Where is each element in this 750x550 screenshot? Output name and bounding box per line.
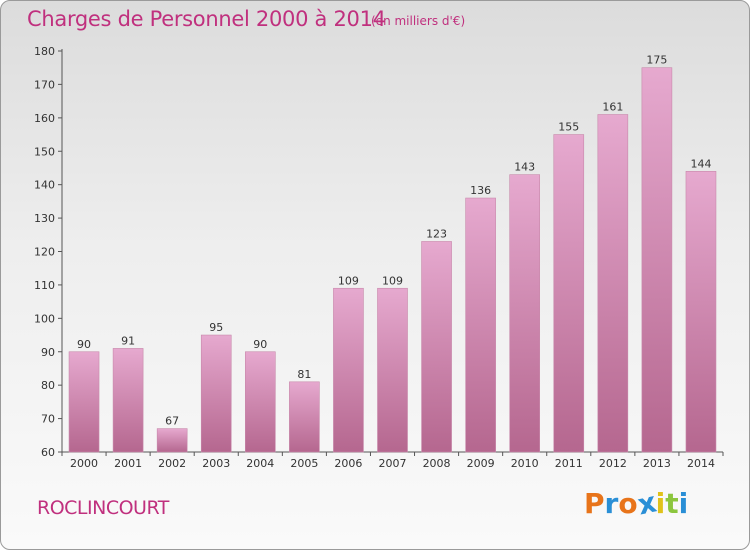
x-tick-label-2013: 2013 bbox=[643, 457, 671, 470]
value-label-2013: 175 bbox=[646, 54, 667, 67]
bar-2014 bbox=[685, 171, 717, 453]
x-tick-label-2010: 2010 bbox=[511, 457, 539, 470]
x-tick-label-2004: 2004 bbox=[246, 457, 274, 470]
bar-2004 bbox=[245, 351, 276, 453]
value-label-2000: 90 bbox=[77, 338, 91, 351]
value-label-2009: 136 bbox=[470, 184, 491, 197]
x-tick-label-2001: 2001 bbox=[114, 457, 142, 470]
y-tick-label: 160 bbox=[34, 112, 55, 125]
value-label-2014: 144 bbox=[690, 157, 711, 170]
bar-2013 bbox=[641, 67, 673, 453]
value-label-2011: 155 bbox=[558, 121, 579, 134]
x-tick-label-2000: 2000 bbox=[70, 457, 98, 470]
y-tick-label: 130 bbox=[34, 212, 55, 225]
bar-2010 bbox=[509, 174, 541, 453]
bar-2002 bbox=[156, 428, 188, 453]
chart-title: Charges de Personnel 2000 à 2014 bbox=[27, 7, 386, 31]
x-tick-label-2012: 2012 bbox=[599, 457, 627, 470]
x-tick-label-2003: 2003 bbox=[202, 457, 230, 470]
bar-2003 bbox=[200, 334, 232, 453]
x-tick-label-2006: 2006 bbox=[334, 457, 362, 470]
x-tick-label-2005: 2005 bbox=[290, 457, 318, 470]
value-label-2005: 81 bbox=[297, 368, 311, 381]
y-tick-label: 170 bbox=[34, 78, 55, 91]
logo-letter: i bbox=[678, 487, 689, 520]
bars: 90 91 67 95 90 81 109 109 123 136 143 155 161 175 144 bbox=[68, 54, 717, 453]
value-label-2012: 161 bbox=[602, 100, 623, 113]
y-tick-label: 150 bbox=[34, 145, 55, 158]
value-label-2002: 67 bbox=[165, 415, 179, 428]
y-tick-label: 180 bbox=[34, 45, 55, 58]
value-label-2008: 123 bbox=[426, 227, 447, 240]
chart-subtitle: (en milliers d'€) bbox=[371, 14, 466, 28]
y-tick-label: 120 bbox=[34, 246, 55, 259]
logo-letter: o bbox=[618, 487, 638, 520]
bar-2001 bbox=[112, 348, 144, 453]
y-tick-label: 110 bbox=[34, 279, 55, 292]
value-label-2003: 95 bbox=[209, 321, 223, 334]
bar-2012 bbox=[597, 114, 629, 453]
x-tick-label-2014: 2014 bbox=[687, 457, 715, 470]
value-label-2001: 91 bbox=[121, 334, 135, 347]
x-tick-label-2009: 2009 bbox=[467, 457, 495, 470]
x-tick-label-2011: 2011 bbox=[555, 457, 583, 470]
logo-letter: i bbox=[655, 487, 666, 520]
y-tick-label: 60 bbox=[41, 446, 55, 459]
logo-letter: t bbox=[665, 487, 679, 520]
y-tick-label: 100 bbox=[34, 312, 55, 325]
logo-letter: P bbox=[584, 487, 605, 520]
x-tick-label-2002: 2002 bbox=[158, 457, 186, 470]
y-axis: 60 70 80 90 100 110 120 130 140 150 160 170 180 bbox=[34, 45, 63, 459]
bar-2006 bbox=[333, 287, 364, 453]
bar-2009 bbox=[465, 197, 496, 453]
bar-2005 bbox=[289, 381, 320, 453]
proxiti-logo[interactable]: Proxiti bbox=[584, 485, 689, 521]
commune-name: ROCLINCOURT bbox=[37, 497, 169, 519]
bar-2011 bbox=[553, 134, 585, 453]
y-tick-label: 80 bbox=[41, 379, 55, 392]
y-tick-label: 90 bbox=[41, 346, 55, 359]
x-tick-label-2008: 2008 bbox=[423, 457, 451, 470]
x-axis: 2000 2001 2002 2003 2004 2005 2006 2007 2008 2009… bbox=[61, 451, 724, 470]
value-label-2004: 90 bbox=[253, 338, 267, 351]
bar-2000 bbox=[68, 351, 100, 453]
y-tick-label: 70 bbox=[41, 413, 55, 426]
y-tick-label: 140 bbox=[34, 179, 55, 192]
value-label-2010: 143 bbox=[514, 161, 535, 174]
value-label-2006: 109 bbox=[338, 274, 359, 287]
logo-letter: r bbox=[604, 487, 619, 520]
bar-2008 bbox=[421, 241, 452, 453]
bar-2007 bbox=[377, 287, 408, 453]
value-label-2007: 109 bbox=[382, 274, 403, 287]
x-tick-label-2007: 2007 bbox=[379, 457, 407, 470]
